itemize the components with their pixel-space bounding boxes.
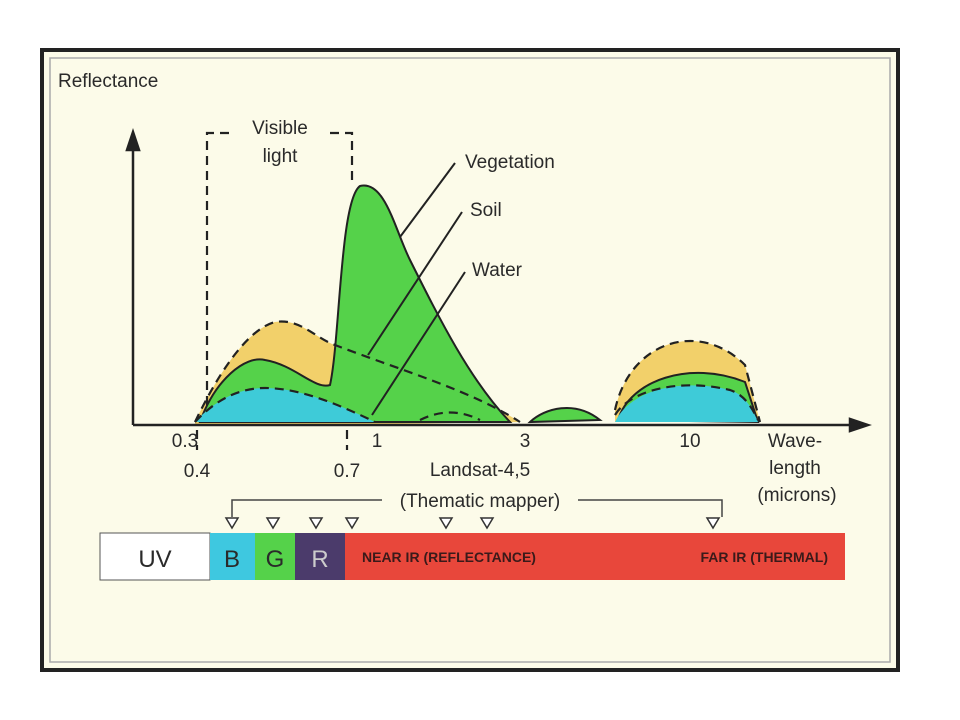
mapper-bracket xyxy=(231,499,723,517)
landsat-label: (Thematic mapper) xyxy=(400,491,561,512)
band-marker xyxy=(479,517,495,530)
vegetation-area xyxy=(198,184,513,423)
arrow xyxy=(848,417,872,433)
band-marker xyxy=(308,517,324,530)
band-label: NEAR IR (REFLECTANCE) xyxy=(362,549,536,565)
leader xyxy=(371,271,466,416)
x-tick-label: 0.7 xyxy=(334,461,360,482)
band-marker xyxy=(265,517,281,530)
curve-label: Soil xyxy=(470,200,502,221)
x-label: length xyxy=(769,458,821,479)
band-marker xyxy=(705,517,721,530)
band-g xyxy=(255,533,295,580)
x-tick-label: 0.4 xyxy=(184,461,211,482)
x-tick-label: 0.3 xyxy=(172,431,198,452)
x-label: Wave- xyxy=(768,431,822,452)
band-label: R xyxy=(311,546,328,573)
band-label: B xyxy=(224,546,240,573)
leader xyxy=(367,211,463,356)
water-area xyxy=(195,388,375,422)
band-label: FAR IR (THERMAL) xyxy=(700,549,828,565)
band-b xyxy=(210,533,255,580)
landsat-label: Landsat-4,5 xyxy=(430,460,530,481)
visible-label: light xyxy=(263,146,299,167)
band-label: G xyxy=(266,546,285,573)
soil-curve xyxy=(194,320,521,423)
band-uv xyxy=(99,532,211,581)
x-tick-label: 10 xyxy=(679,431,700,452)
water-area xyxy=(615,385,758,422)
soil-curve xyxy=(613,340,762,423)
band-r xyxy=(295,533,345,580)
tick-dash xyxy=(195,430,349,450)
x-tick-label: 3 xyxy=(520,431,531,452)
band-label: UV xyxy=(138,546,171,573)
y-label: Reflectance xyxy=(58,71,158,92)
band-ir xyxy=(345,533,845,580)
water-curve xyxy=(194,386,376,423)
visible-label: Visible xyxy=(252,118,308,139)
water-curve xyxy=(614,384,759,421)
arrow xyxy=(125,128,141,152)
curve-label: Water xyxy=(472,260,523,281)
band-marker xyxy=(438,517,454,530)
curve-label: Vegetation xyxy=(465,152,555,173)
visible-bracket xyxy=(205,131,354,405)
x-label: (microns) xyxy=(757,485,836,506)
x-tick-label: 1 xyxy=(372,431,383,452)
leader xyxy=(399,162,456,238)
vegetation-area xyxy=(527,407,603,424)
water-curve xyxy=(419,411,481,421)
band-marker xyxy=(344,517,360,530)
inner-frame xyxy=(49,57,891,663)
band-marker xyxy=(224,517,240,530)
